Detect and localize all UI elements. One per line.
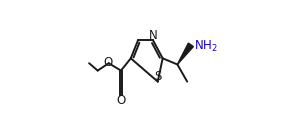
Text: S: S bbox=[154, 70, 162, 83]
Text: NH$_2$: NH$_2$ bbox=[194, 39, 217, 54]
Text: N: N bbox=[149, 29, 158, 42]
Text: O: O bbox=[104, 56, 113, 69]
Polygon shape bbox=[178, 43, 194, 64]
Text: O: O bbox=[116, 93, 126, 107]
